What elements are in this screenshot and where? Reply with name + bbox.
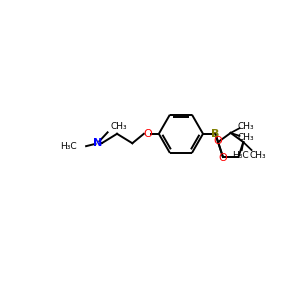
Text: N: N — [93, 138, 103, 148]
Text: CH₃: CH₃ — [110, 122, 127, 131]
Text: CH₃: CH₃ — [249, 151, 266, 160]
Text: H₃C: H₃C — [60, 142, 77, 151]
Text: O: O — [213, 136, 222, 146]
Text: CH₃: CH₃ — [238, 122, 254, 131]
Text: H₃C: H₃C — [232, 151, 249, 160]
Text: CH₃: CH₃ — [238, 133, 254, 142]
Text: O: O — [143, 129, 152, 139]
Text: O: O — [218, 153, 227, 163]
Text: B: B — [211, 129, 220, 139]
